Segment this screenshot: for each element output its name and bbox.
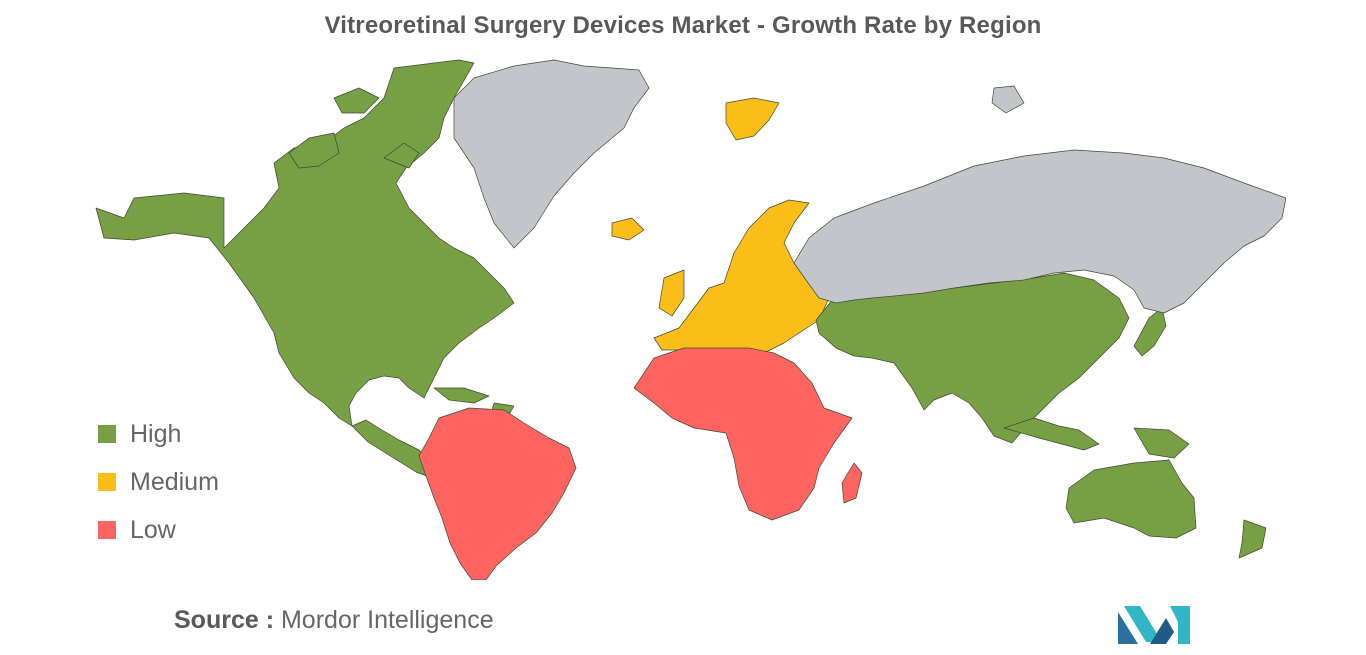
region-north-america xyxy=(95,59,515,427)
region-middle-east-asia-1 xyxy=(1133,307,1167,357)
source-note: Source : Mordor Intelligence xyxy=(174,606,494,635)
legend-swatch-high xyxy=(98,425,116,443)
legend-item-low: Low xyxy=(98,506,219,554)
legend-label-medium: Medium xyxy=(130,467,219,496)
legend-label-low: Low xyxy=(130,515,176,544)
region-europe-1 xyxy=(658,269,685,317)
world-map xyxy=(95,59,1286,580)
region-europe-3 xyxy=(725,97,780,141)
legend-item-medium: Medium xyxy=(98,458,219,506)
region-africa xyxy=(633,347,853,521)
legend-label-high: High xyxy=(130,419,182,448)
region-oceania xyxy=(1065,459,1197,539)
legend: High Medium Low xyxy=(98,410,219,554)
region-middle-east-asia-3 xyxy=(1133,427,1190,459)
region-africa-1 xyxy=(841,462,863,504)
source-key: Source : xyxy=(174,606,275,634)
legend-swatch-medium xyxy=(98,473,116,491)
region-north-america-3 xyxy=(383,142,420,169)
region-europe-2 xyxy=(611,217,645,241)
region-russia-1 xyxy=(991,85,1025,114)
region-north-america-2 xyxy=(333,87,380,114)
legend-item-high: High xyxy=(98,410,219,458)
region-middle-east-asia-2 xyxy=(1003,417,1100,451)
legend-swatch-low xyxy=(98,521,116,539)
region-russia xyxy=(793,149,1286,314)
region-oceania-1 xyxy=(1238,519,1267,559)
region-central-america-caribbean-1 xyxy=(433,387,490,404)
mordor-intelligence-logo xyxy=(1118,606,1190,644)
region-north-america-1 xyxy=(288,132,340,169)
region-south-america xyxy=(418,407,577,580)
chart-title: Vitreoretinal Surgery Devices Market - G… xyxy=(324,12,1042,39)
region-greenland xyxy=(453,59,650,249)
source-value: Mordor Intelligence xyxy=(280,606,494,634)
